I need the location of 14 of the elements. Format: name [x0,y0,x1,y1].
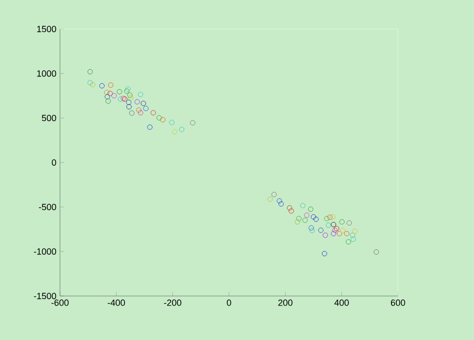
x-tick-label: 400 [334,300,349,306]
x-tick-label: 0 [226,300,232,306]
y-tick-label: -1000 [34,248,56,255]
x-tick-label: 200 [278,300,292,306]
y-tick-label: -1500 [34,292,56,300]
y-tick-label: 1500 [37,26,56,32]
y-tick-label: -500 [38,204,56,210]
x-tick-label: -400 [108,300,125,306]
y-tick-label: 1000 [37,70,56,77]
x-tick-label: 600 [390,300,406,306]
y-tick-label: 0 [52,159,56,166]
x-tick-label: -200 [164,300,182,306]
y-tick-label: 500 [42,114,56,122]
x-tick-label: -600 [51,300,69,306]
